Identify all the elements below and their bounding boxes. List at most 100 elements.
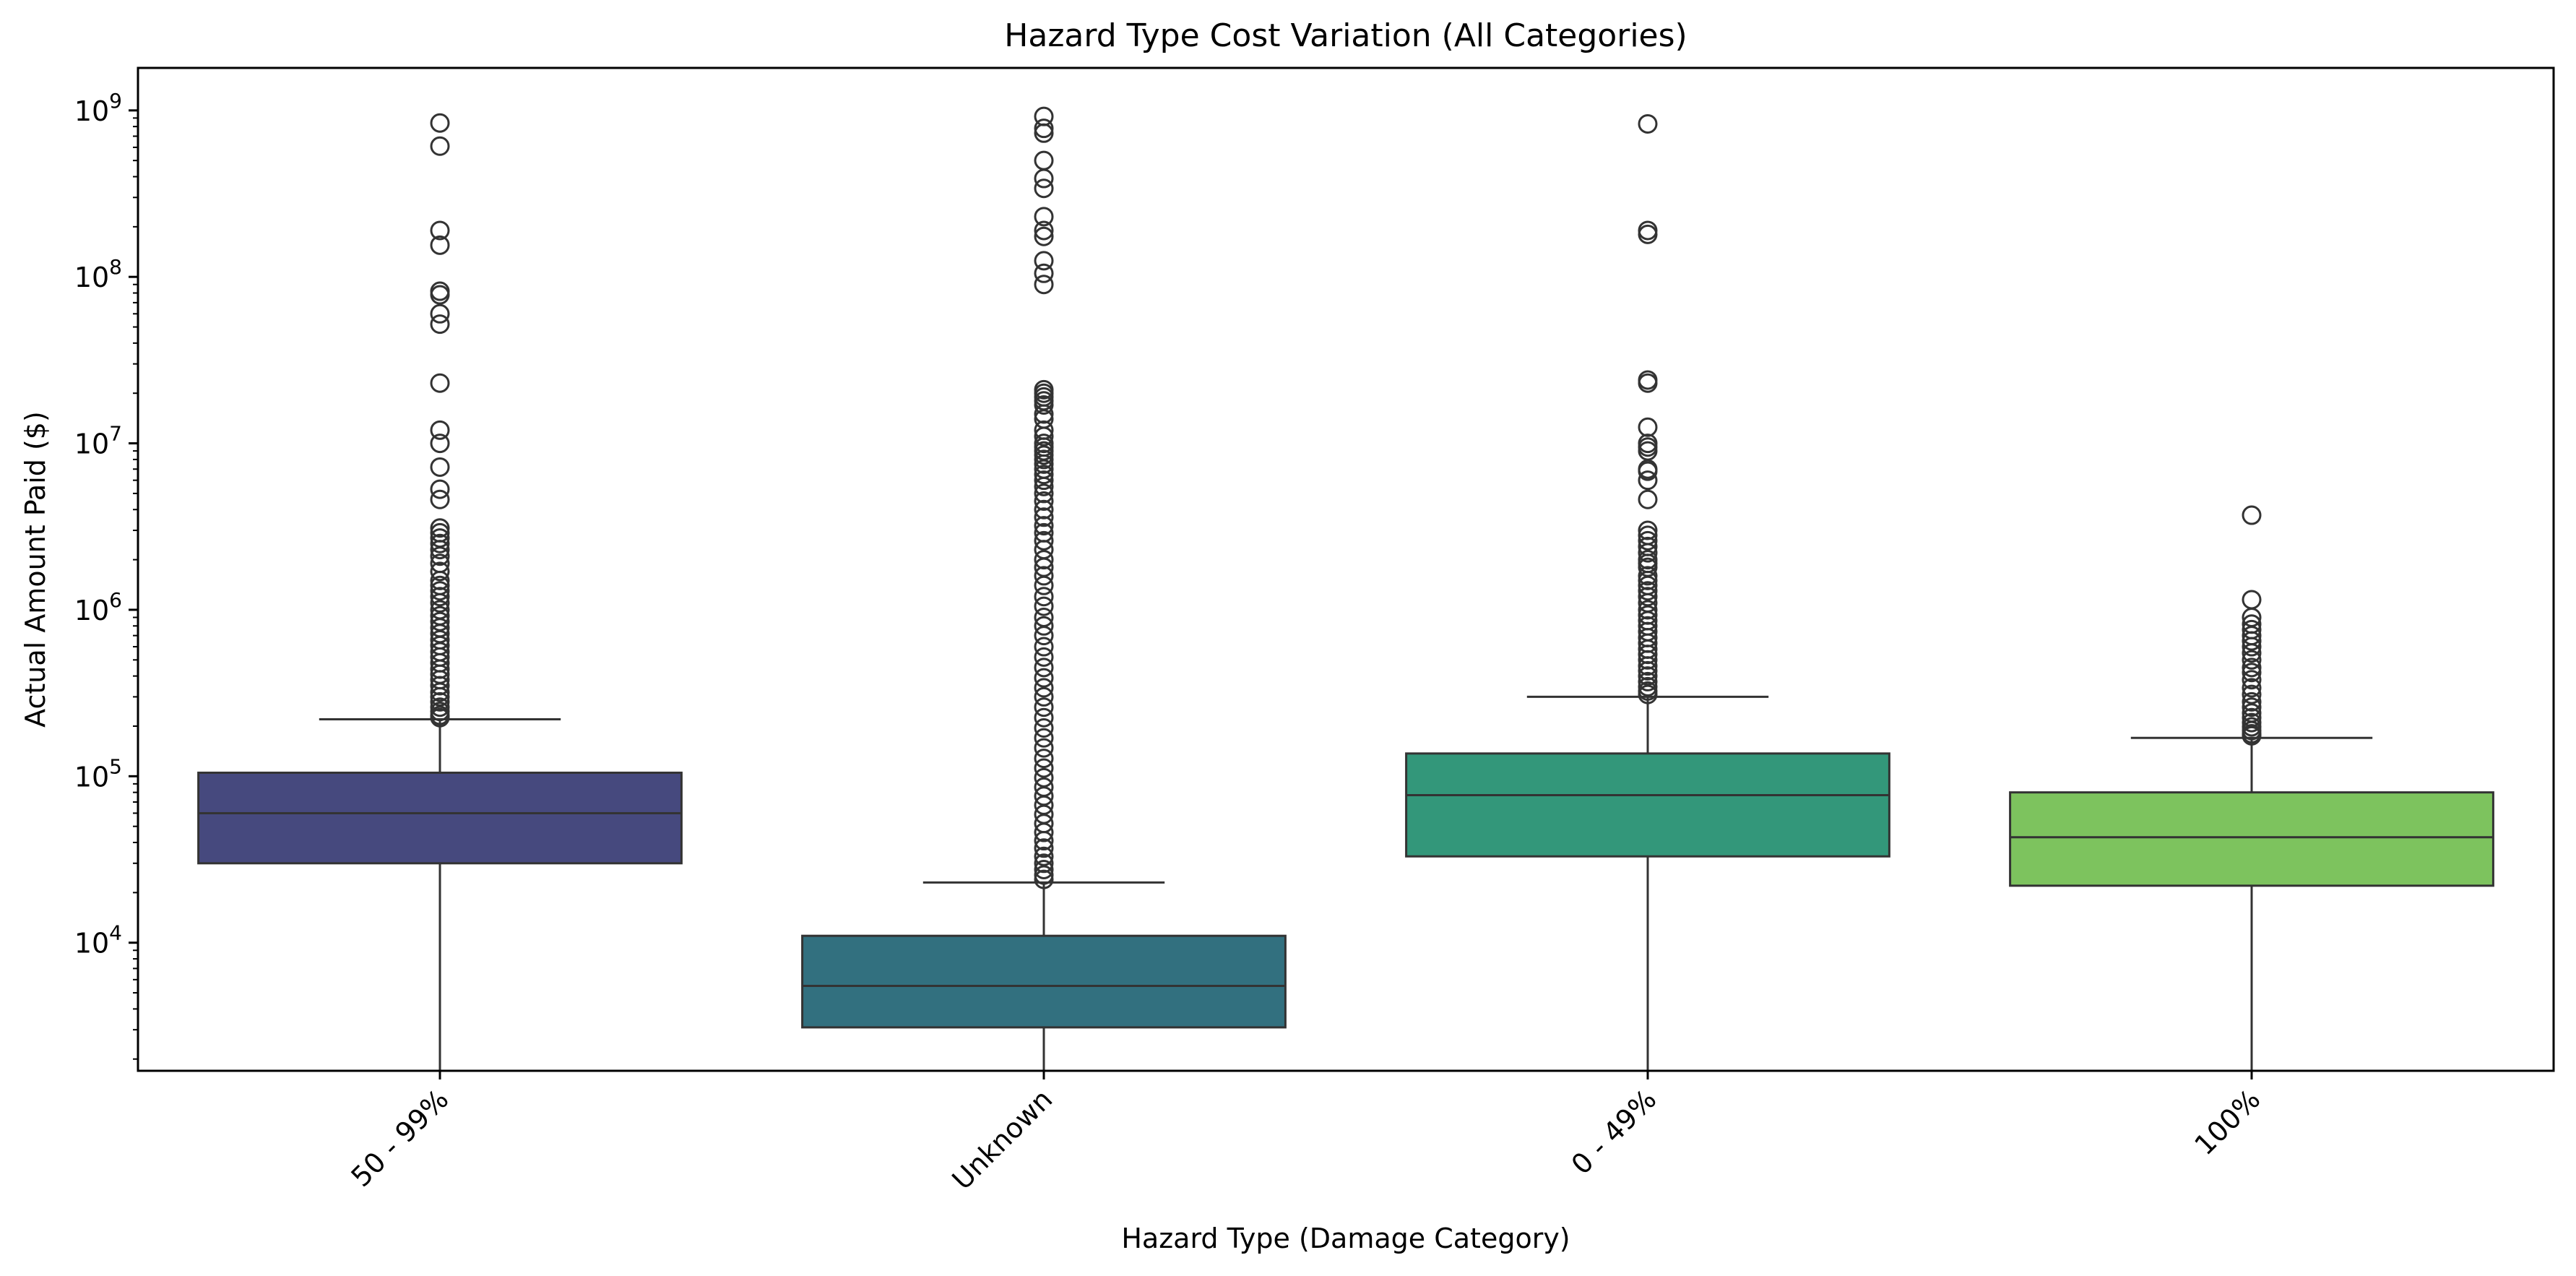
chart-title: Hazard Type Cost Variation (All Categori… <box>1004 17 1687 54</box>
outlier-point <box>2242 650 2262 670</box>
outlier-point <box>2242 725 2262 746</box>
outlier-point <box>430 373 450 393</box>
outlier-point <box>1034 150 1054 171</box>
x-axis-ticks: 50 - 99% Unknown 0 - 49% 100% <box>345 1071 2266 1196</box>
outlier-point <box>2242 678 2262 698</box>
outlier-point <box>1638 570 1658 590</box>
outlier-point <box>430 581 450 601</box>
outlier-point <box>430 113 450 133</box>
outlier-point <box>430 561 450 582</box>
outlier-point <box>1034 637 1054 657</box>
iqr-box <box>197 771 683 865</box>
outlier-point <box>1638 587 1658 607</box>
outlier-point <box>1034 123 1054 143</box>
iqr-box <box>1405 752 1890 858</box>
outlier-point <box>1638 520 1658 540</box>
outlier-point <box>430 570 450 590</box>
outlier-point <box>1034 516 1054 536</box>
outlier-point <box>2242 590 2262 610</box>
outlier-point <box>2242 663 2262 683</box>
outlier-point <box>1638 660 1658 681</box>
box-group-2 <box>1405 113 1890 1071</box>
outlier-point <box>1638 566 1658 586</box>
outlier-point <box>1034 566 1054 586</box>
outlier-point <box>1034 404 1054 424</box>
outlier-point <box>1034 869 1054 889</box>
y-tick-label: 109 <box>74 89 122 127</box>
outlier-point <box>430 220 450 241</box>
outlier-point <box>1034 207 1054 227</box>
outlier-point <box>1034 596 1054 616</box>
outlier-point <box>430 285 450 305</box>
outlier-point <box>2242 637 2262 657</box>
outlier-point <box>430 235 450 255</box>
y-tick-label: 106 <box>74 588 122 626</box>
y-axis-label: Actual Amount Paid ($) <box>20 411 51 728</box>
plot-frame <box>137 66 2555 1072</box>
box-group-0 <box>197 113 683 1071</box>
outlier-point <box>430 518 450 538</box>
outlier-point <box>1034 859 1054 879</box>
outlier-point <box>1034 449 1054 470</box>
x-tick-label: Unknown <box>946 1083 1059 1196</box>
outlier-point <box>1034 707 1054 728</box>
outlier-point <box>430 303 450 324</box>
plot-area <box>197 106 2494 1071</box>
outlier-point <box>1638 650 1658 670</box>
outlier-point <box>1034 168 1054 189</box>
outlier-point <box>430 457 450 477</box>
outlier-point <box>1638 461 1658 481</box>
outlier-point <box>1638 113 1658 134</box>
outlier-point <box>1034 697 1054 717</box>
outlier-point <box>2242 643 2262 663</box>
outlier-point <box>1034 470 1054 491</box>
y-tick-label: 105 <box>74 754 122 793</box>
outlier-point <box>2242 691 2262 712</box>
outlier-point <box>1034 550 1054 570</box>
outlier-point <box>1034 226 1054 246</box>
outlier-point <box>1638 600 1658 620</box>
outlier-point <box>430 420 450 440</box>
x-tick-label: 100% <box>2188 1083 2266 1161</box>
outlier-point <box>430 682 450 702</box>
outlier-point <box>1034 831 1054 851</box>
box-group-1 <box>801 106 1287 1071</box>
outlier-point <box>1034 668 1054 688</box>
outlier-point <box>1034 626 1054 646</box>
outlier-point <box>1034 476 1054 496</box>
outlier-point <box>1638 666 1658 686</box>
outlier-point <box>1638 530 1658 551</box>
outlier-point <box>1638 373 1658 393</box>
outlier-point <box>430 707 450 728</box>
outlier-point <box>1638 489 1658 509</box>
iqr-box <box>801 934 1287 1029</box>
outlier-point <box>1034 483 1054 504</box>
outlier-point <box>430 314 450 335</box>
outlier-point <box>2242 505 2262 525</box>
outlier-point <box>1638 656 1658 676</box>
outlier-point <box>1638 220 1658 241</box>
y-tick-label: 108 <box>74 255 122 293</box>
outlier-point <box>1034 587 1054 607</box>
outlier-point <box>430 546 450 566</box>
outlier-point <box>1034 263 1054 283</box>
outlier-point <box>1034 647 1054 667</box>
outlier-point <box>1034 822 1054 842</box>
outlier-point <box>430 540 450 560</box>
outlier-point <box>1638 684 1658 704</box>
outlier-point <box>1034 846 1054 866</box>
outlier-point <box>1034 275 1054 295</box>
outlier-point <box>1034 530 1054 551</box>
outlier-point <box>1034 220 1054 241</box>
outlier-point <box>1638 417 1658 437</box>
outlier-point <box>1034 718 1054 738</box>
outlier-point <box>430 479 450 499</box>
outlier-point <box>1034 395 1054 415</box>
y-tick-label: 104 <box>74 921 122 960</box>
outlier-point <box>430 587 450 607</box>
outlier-point <box>430 489 450 509</box>
outlier-point <box>1034 728 1054 748</box>
box-group-3 <box>2009 505 2494 1071</box>
outlier-point <box>2242 684 2262 704</box>
